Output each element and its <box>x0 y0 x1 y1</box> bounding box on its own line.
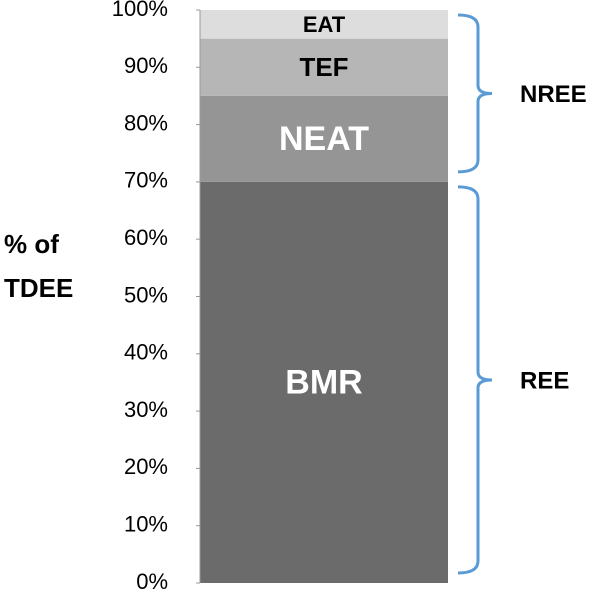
y-tick-label: 90% <box>124 53 168 78</box>
segment-label: EAT <box>303 12 346 37</box>
y-tick-label: 60% <box>124 225 168 250</box>
y-tick-label: 40% <box>124 340 168 365</box>
segment-label: TEF <box>299 52 348 82</box>
y-axis-label: % of TDEE <box>4 229 74 303</box>
bracket-label: REE <box>520 367 569 394</box>
y-tick-label: 100% <box>112 0 168 21</box>
y-tick-label: 50% <box>124 282 168 307</box>
bracket-label: NREE <box>520 81 587 108</box>
y-tick-label: 0% <box>136 569 168 594</box>
bracket <box>457 185 493 575</box>
y-tick-label: 10% <box>124 512 168 537</box>
bar-segment <box>200 181 448 583</box>
y-tick-label: 20% <box>124 454 168 479</box>
y-tick-label: 30% <box>124 397 168 422</box>
bar-segment <box>200 38 448 96</box>
segment-label: NEAT <box>279 120 369 158</box>
bar-segment <box>200 10 448 39</box>
bar-segment <box>200 95 448 182</box>
y-tick-label: 70% <box>124 168 168 193</box>
bracket <box>457 13 493 174</box>
y-tick-label: 80% <box>124 110 168 135</box>
segment-label: BMR <box>285 363 362 401</box>
